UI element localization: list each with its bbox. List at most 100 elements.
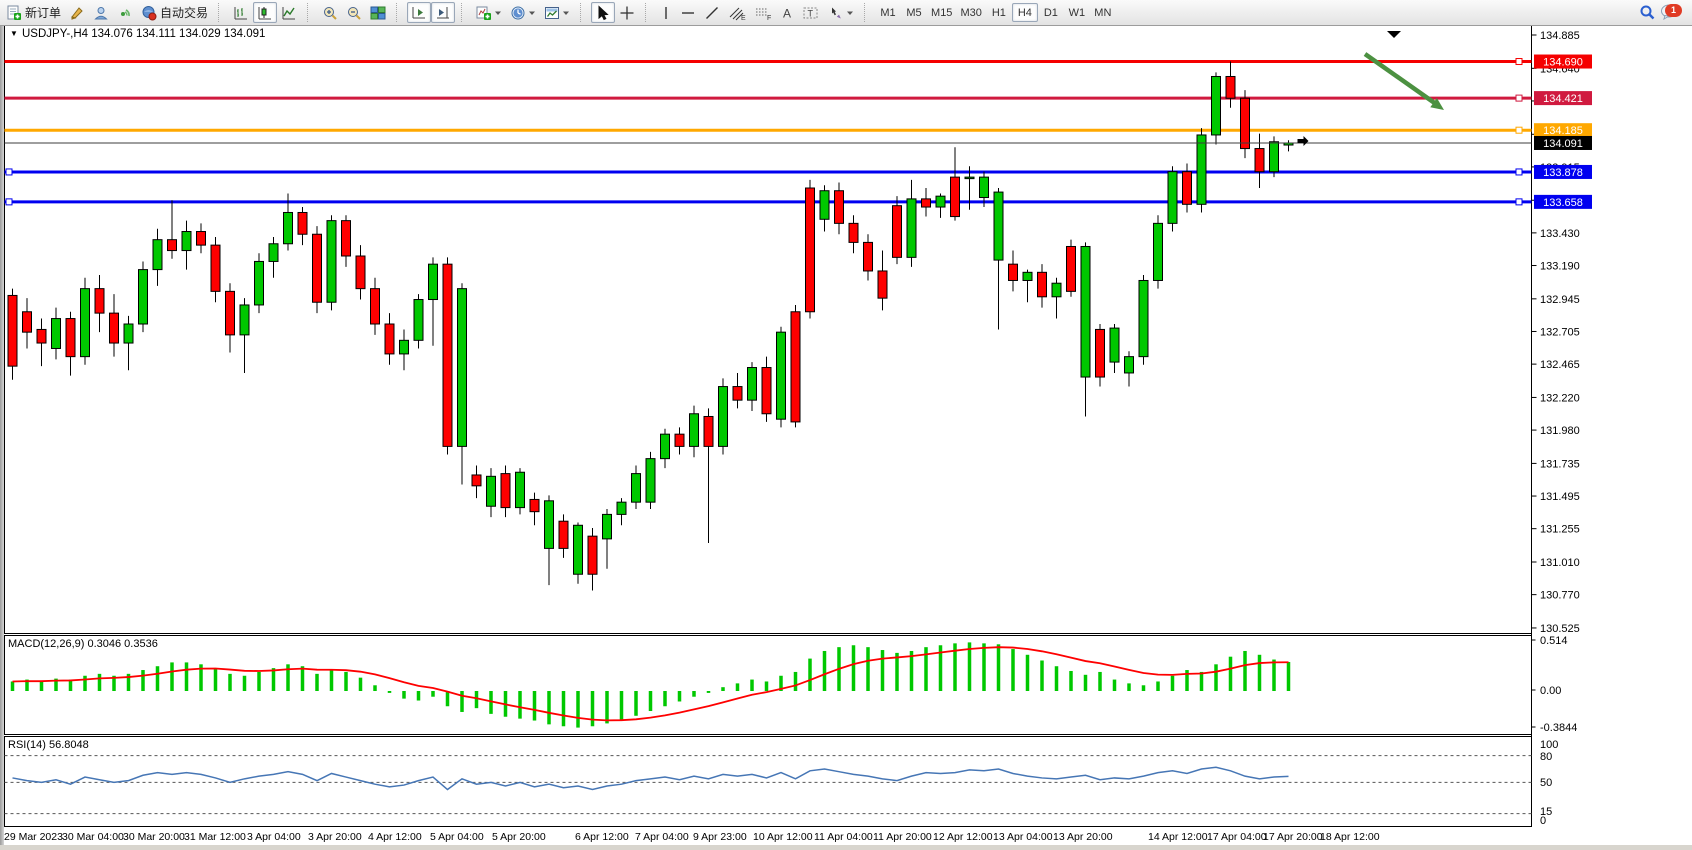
candle-body [355,255,366,290]
candle-body [674,433,685,447]
text-label-button[interactable]: T [798,2,824,23]
macd-bar [1214,664,1218,691]
rsi-scale-label: 80 [1540,751,1552,763]
trendline-button[interactable] [700,2,724,23]
price-tick-label: 131.255 [1540,524,1580,536]
crayon-icon [69,5,85,21]
line-handle[interactable] [5,198,13,206]
auto-scroll-button[interactable] [407,2,432,23]
text-label-icon: T [802,5,820,21]
hline-134.690[interactable]: 134.690 [4,54,1593,69]
price-tick-label: 132.465 [1540,359,1580,371]
chart-shift-button[interactable] [431,2,456,23]
candlestick-chart-button[interactable] [253,2,278,23]
vertical-line-button[interactable] [656,2,676,23]
timeframe-d1[interactable]: D1 [1038,3,1064,22]
time-axis-label: 13 Apr 04:00 [993,831,1053,843]
price-tick-label: 132.220 [1540,392,1580,404]
line-handle[interactable] [5,168,13,176]
macd-signal-line [12,646,1289,722]
timeframe-h1[interactable]: H1 [986,3,1012,22]
arrows-button[interactable] [824,2,858,23]
candle-body [1269,141,1279,173]
line-handle[interactable] [1515,168,1523,176]
zoom-in-button[interactable] [318,2,342,23]
equidistant-channel-button[interactable]: E [724,2,750,23]
templates-button[interactable] [540,2,574,23]
macd-bar [880,650,885,691]
candle-body [457,288,467,447]
svg-text:E: E [741,15,746,21]
periods-button[interactable] [506,2,540,23]
macd-bar [866,647,870,691]
profile-button[interactable] [89,2,113,23]
candle-body [1153,222,1163,281]
time-axis-label: 6 Apr 12:00 [575,831,629,843]
trend-arrow-annotation[interactable] [1363,52,1444,110]
candle-body [573,524,583,575]
line-handle[interactable] [1515,198,1523,206]
candle-body [181,231,192,252]
new-order-button[interactable]: 新订单 [2,2,65,23]
horizontal-line-button[interactable] [676,2,700,23]
macd-bar [286,664,290,691]
cursor-button[interactable] [591,2,616,23]
line-handle[interactable] [1515,94,1523,102]
time-axis-label: 5 Apr 04:00 [430,831,484,843]
level-price-text: 134.421 [1543,93,1583,105]
line-handle[interactable] [1515,58,1523,66]
svg-text:T: T [808,8,814,18]
macd-bar [1112,679,1117,691]
line-handle[interactable] [1515,126,1523,134]
candle-body [602,513,612,540]
hline-133.658[interactable]: 133.658 [4,194,1593,209]
timeframe-m5[interactable]: M5 [901,3,927,22]
timeframe-m30[interactable]: M30 [956,3,985,22]
hline-134.421[interactable]: 134.421 [4,91,1593,106]
tile-windows-button[interactable] [366,2,390,23]
macd-bar [344,671,348,691]
timeframe-m1[interactable]: M1 [875,3,901,22]
autotrading-button[interactable]: 自动交易 [137,2,212,23]
new-order-label: 新订单 [25,6,62,20]
time-axis-label: 3 Apr 04:00 [247,831,301,843]
candle-body [631,473,641,503]
notifications-widget[interactable]: 1 [1660,3,1682,23]
chart-collapse-icon[interactable]: ▼ [10,29,18,38]
candle-body [225,290,235,336]
toolbar-separator [396,3,402,22]
line-chart-button[interactable] [277,2,301,23]
timeframe-w1[interactable]: W1 [1064,3,1090,22]
indicators-button[interactable] [472,2,506,23]
text-button[interactable]: A [776,2,798,23]
dropdown-arrow-icon [563,10,570,16]
macd-label: MACD(12,26,9) 0.3046 0.3536 [8,638,158,650]
signal-button[interactable] [113,2,137,23]
timeframe-m15[interactable]: M15 [927,3,956,22]
search-button[interactable] [1635,2,1660,23]
timeframe-h4[interactable]: H4 [1011,3,1038,22]
macd-bar [431,691,435,697]
candle-body [51,318,61,349]
timeframe-mn[interactable]: MN [1090,3,1116,22]
crosshair-button[interactable] [615,2,639,23]
fibonacci-button[interactable]: F [750,2,776,23]
hline-134.185[interactable]: 134.185 [4,123,1593,138]
level-price-text: 133.658 [1543,197,1583,209]
notification-badge: 1 [1665,3,1682,17]
rsi-label: RSI(14) 56.8048 [8,739,89,751]
bar-chart-button[interactable] [229,2,253,23]
candle-body [1008,263,1018,281]
zoom-out-button[interactable] [342,2,366,23]
price-tick-label: 131.010 [1540,557,1580,569]
chart-shift-icon [435,5,451,21]
toolbar-separator [864,3,870,22]
candle-body [515,471,525,509]
candle-body [1225,75,1236,99]
chart-title: ▼ USDJPY-,H4 134.076 134.111 134.029 134.… [10,28,265,40]
vertical-line-icon [660,5,672,21]
price-axis-area[interactable] [1531,25,1692,827]
styler-button[interactable] [65,2,89,23]
search-icon [1639,4,1656,21]
